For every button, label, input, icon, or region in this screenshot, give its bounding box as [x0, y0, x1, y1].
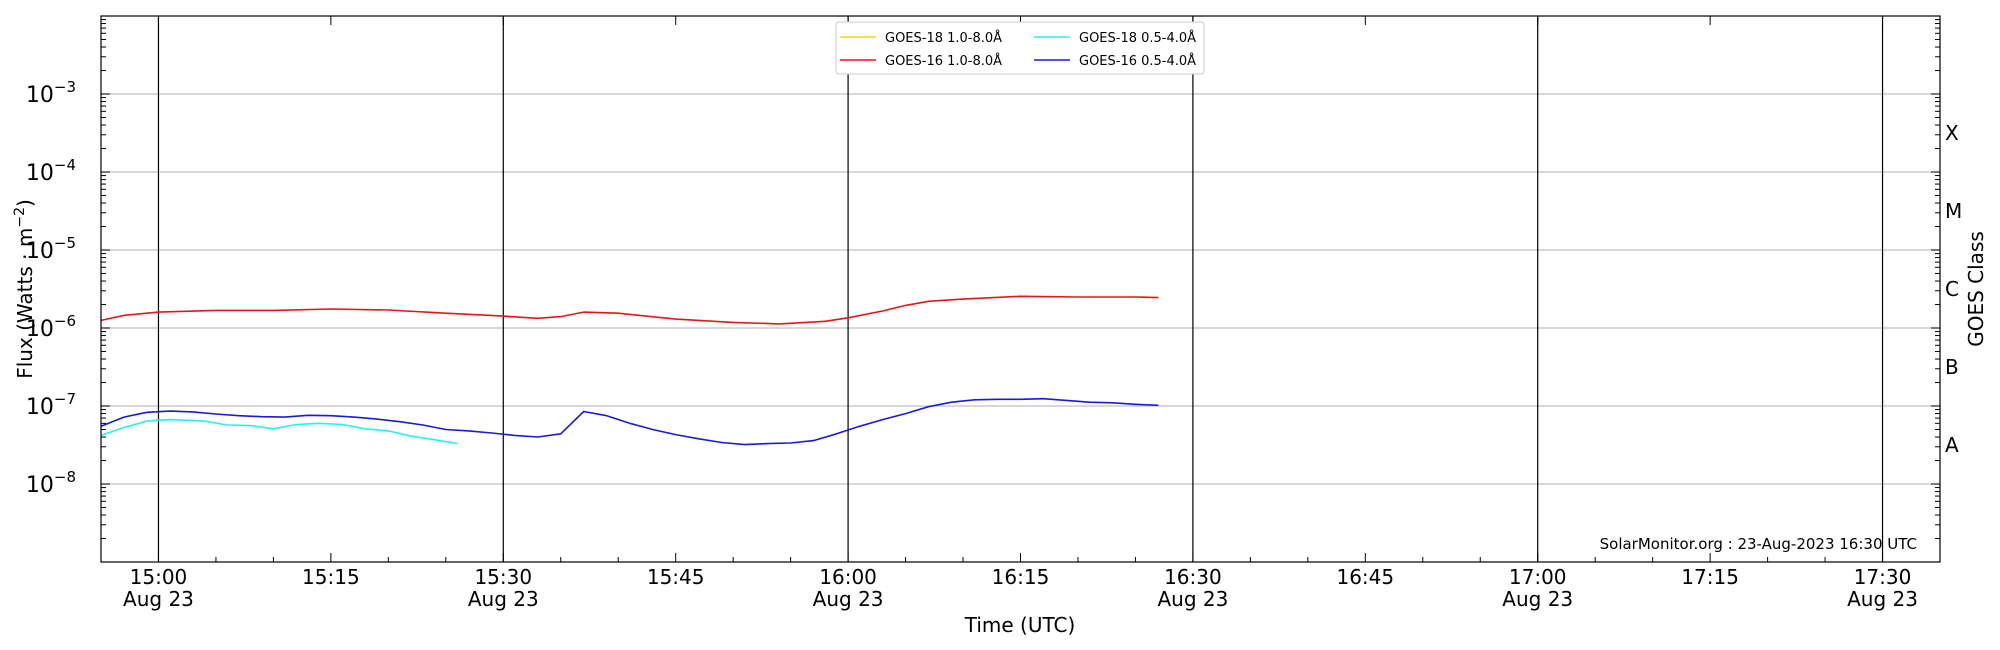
- y-tick-label-exponent: −8: [54, 468, 76, 486]
- series-line: [100, 397, 1159, 446]
- x-tick-label: 15:45: [647, 565, 705, 589]
- y-tick-label-base: 10: [26, 239, 54, 264]
- x-tick-label: 16:15: [992, 565, 1050, 589]
- y-tick-label-base: 10: [26, 317, 54, 342]
- x-axis-label: Time (UTC): [964, 613, 1076, 637]
- y-axis-label-main: Flux (Watts · m: [13, 228, 37, 379]
- y-tick-label-exponent: −4: [54, 156, 76, 174]
- x-tick-date-label: Aug 23: [123, 587, 194, 611]
- legend-label: GOES-16 1.0-8.0Å: [885, 53, 1002, 69]
- legend-label: GOES-18 1.0-8.0Å: [885, 30, 1002, 46]
- y-tick-label-base: 10: [26, 83, 54, 108]
- day-boundary-lines: [157, 16, 1884, 562]
- plot-background: [101, 16, 1940, 562]
- y-tick-label: 10−5: [26, 234, 76, 264]
- x-tick-label: 17:30: [1854, 565, 1912, 589]
- x-tick-date-label: Aug 23: [468, 587, 539, 611]
- x-tick-label: 15:15: [302, 565, 360, 589]
- y-axis-label-close: ): [13, 199, 37, 207]
- axis-ticks: [100, 15, 1941, 563]
- y-tick-label: 10−3: [26, 78, 76, 108]
- x-tick-label: 17:15: [1681, 565, 1739, 589]
- x-tick-label: 17:00: [1509, 565, 1567, 589]
- x-tick-date-label: Aug 23: [1847, 587, 1918, 611]
- y-tick-label: 10−7: [26, 390, 76, 420]
- y-tick-label-base: 10: [26, 473, 54, 498]
- x-tick-label: 16:00: [819, 565, 877, 589]
- legend-label: GOES-18 0.5-4.0Å: [1079, 30, 1196, 46]
- y-tick-label-base: 10: [26, 395, 54, 420]
- x-tick-date-label: Aug 23: [1502, 587, 1573, 611]
- goes-class-label: M: [1945, 199, 1962, 223]
- x-tick-label: 15:30: [474, 565, 532, 589]
- y-tick-labels: 10−810−710−610−510−410−3: [26, 78, 76, 498]
- series-line: [100, 418, 458, 445]
- x-tick-label: 15:00: [130, 565, 188, 589]
- y-tick-label-exponent: −6: [54, 312, 76, 330]
- y-tick-label: 10−4: [26, 156, 76, 186]
- goes-class-label: A: [1945, 433, 1959, 457]
- goes-class-labels: A B C M X: [1945, 121, 1962, 457]
- x-tick-date-label: Aug 23: [813, 587, 884, 611]
- y-axis-label-exponent: −2: [12, 207, 28, 228]
- y-tick-label: 10−6: [26, 312, 76, 342]
- y-tick-label-exponent: −5: [54, 234, 76, 252]
- legend-label: GOES-16 0.5-4.0Å: [1079, 53, 1196, 69]
- legend: GOES-18 1.0-8.0Å GOES-16 1.0-8.0Å GOES-18 …: [835, 21, 1205, 75]
- grid: [101, 93, 1940, 485]
- y-tick-label: 10−8: [26, 468, 76, 498]
- y-tick-label-exponent: −3: [54, 78, 76, 96]
- legend-box: [835, 21, 1205, 75]
- y-axis-label: Flux (Watts · m−2): [12, 199, 37, 379]
- goes-class-label: B: [1945, 355, 1959, 379]
- y-tick-label-exponent: −7: [54, 390, 76, 408]
- source-annotation: SolarMonitor.org : 23-Aug-2023 16:30 UTC: [1600, 535, 1917, 553]
- goes-class-label: C: [1945, 277, 1959, 301]
- goes-class-axis-label: GOES Class: [1964, 231, 1988, 347]
- x-tick-date-label: Aug 23: [1157, 587, 1228, 611]
- x-tick-label: 16:45: [1336, 565, 1394, 589]
- goes-class-label: X: [1945, 121, 1959, 145]
- series-line: [100, 295, 1159, 325]
- series-lines: [100, 295, 1159, 446]
- y-tick-label-base: 10: [26, 161, 54, 186]
- x-tick-label: 16:30: [1164, 565, 1222, 589]
